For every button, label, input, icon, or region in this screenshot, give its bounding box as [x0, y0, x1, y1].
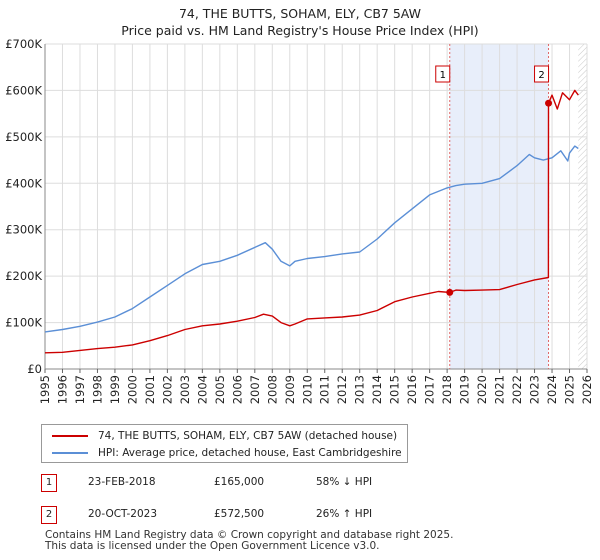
x-tick-label: 2018: [440, 375, 454, 404]
x-tick-label: 2005: [213, 375, 227, 404]
x-tick-label: 2015: [388, 375, 402, 404]
x-tick-label: 2013: [353, 375, 367, 404]
property-price-line: [44, 89, 579, 354]
legend-swatch-property: [52, 435, 88, 437]
y-tick-label: £600K: [5, 83, 42, 97]
x-tick-label: 2004: [195, 375, 209, 404]
y-tick-label: £100K: [5, 316, 42, 330]
sale-point: [446, 288, 454, 296]
y-tick-label: £300K: [5, 223, 42, 237]
sale-date: 23-FEB-2018: [88, 476, 156, 488]
sale-point: [545, 99, 553, 107]
sale-marker-label: 1: [440, 70, 446, 81]
y-tick-label: £400K: [5, 176, 42, 190]
y-tick-label: £700K: [5, 37, 42, 51]
x-tick-label: 2010: [300, 375, 314, 404]
y-tick-label: £200K: [5, 269, 42, 283]
x-tick-label: 2007: [248, 375, 262, 404]
y-tick-label: £500K: [5, 130, 42, 144]
legend: 74, THE BUTTS, SOHAM, ELY, CB7 5AW (deta…: [41, 424, 408, 463]
sale-date: 20-OCT-2023: [88, 508, 157, 520]
footer-copyright: Contains HM Land Registry data © Crown c…: [45, 529, 454, 541]
x-tick-label: 2019: [458, 375, 472, 404]
x-tick-label: 2022: [510, 375, 524, 404]
legend-label-property: 74, THE BUTTS, SOHAM, ELY, CB7 5AW (deta…: [98, 430, 398, 442]
x-tick-label: 2016: [405, 375, 419, 404]
sale-marker-box: [534, 65, 550, 83]
x-tick-label: 2011: [318, 375, 332, 404]
legend-item-property: 74, THE BUTTS, SOHAM, ELY, CB7 5AW (deta…: [52, 428, 397, 444]
footer: Contains HM Land Registry data © Crown c…: [45, 530, 453, 552]
legend-item-hpi: HPI: Average price, detached house, East…: [52, 445, 402, 461]
x-tick-label: 2020: [475, 375, 489, 404]
x-tick-label: 2024: [545, 375, 559, 404]
chart-subtitle: Price paid vs. HM Land Registry's House …: [121, 23, 478, 38]
sale-price: £165,000: [214, 476, 265, 488]
x-tick-label: 2009: [283, 375, 297, 404]
x-tick-label: 2026: [580, 375, 594, 404]
chart-title: 74, THE BUTTS, SOHAM, ELY, CB7 5AW: [179, 6, 421, 21]
x-tick-label: 2017: [423, 375, 437, 404]
x-tick-label: 2012: [335, 375, 349, 404]
x-tick-label: 1996: [55, 375, 69, 404]
sale-marker-box: [435, 65, 451, 83]
x-tick-label: 2008: [265, 375, 279, 404]
x-tick-label: 2001: [143, 375, 157, 404]
x-tick-label: 1998: [90, 375, 104, 404]
sale-marker-badge: 2: [41, 506, 57, 524]
future-hatch-region: [578, 44, 587, 369]
sale-hpi-diff: 58% ↓ HPI: [316, 476, 373, 488]
x-tick-label: 2002: [160, 375, 174, 404]
x-tick-label: 1999: [108, 375, 122, 404]
footer-licence: This data is licensed under the Open Gov…: [45, 540, 380, 552]
x-tick-label: 2023: [528, 375, 542, 404]
price-chart: 74, THE BUTTS, SOHAM, ELY, CB7 5AW Price…: [5, 6, 594, 404]
legend-swatch-hpi: [52, 452, 88, 454]
sale-marker-badge: 1: [41, 474, 57, 492]
sale-price: £572,500: [214, 508, 265, 520]
x-tick-label: 2025: [563, 375, 577, 404]
x-tick-label: 1995: [38, 375, 52, 404]
x-tick-label: 1997: [73, 375, 87, 404]
x-tick-label: 2000: [125, 375, 139, 404]
x-tick-label: 2003: [178, 375, 192, 404]
legend-label-hpi: HPI: Average price, detached house, East…: [98, 447, 402, 459]
x-tick-label: 2021: [493, 375, 507, 404]
sale-hpi-diff: 26% ↑ HPI: [316, 508, 373, 520]
x-tick-label: 2006: [230, 375, 244, 404]
y-tick-label: £0: [27, 362, 42, 376]
hpi-line: [44, 145, 579, 333]
x-tick-label: 2014: [370, 375, 384, 404]
sale-marker-label: 2: [538, 70, 544, 81]
